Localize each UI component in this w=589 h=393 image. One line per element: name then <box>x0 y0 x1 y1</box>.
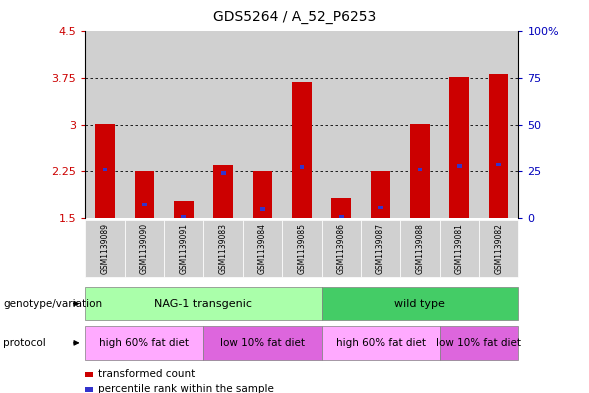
Text: GSM1139086: GSM1139086 <box>337 223 346 274</box>
Bar <box>243 31 282 218</box>
Bar <box>282 31 322 218</box>
Text: percentile rank within the sample: percentile rank within the sample <box>98 384 274 393</box>
Bar <box>418 168 422 171</box>
Bar <box>135 171 154 218</box>
Bar <box>332 198 351 218</box>
Text: low 10% fat diet: low 10% fat diet <box>436 338 521 348</box>
Bar <box>292 83 312 218</box>
Text: NAG-1 transgenic: NAG-1 transgenic <box>154 299 253 309</box>
Text: GSM1139089: GSM1139089 <box>101 223 110 274</box>
Text: GSM1139091: GSM1139091 <box>179 223 188 274</box>
Bar <box>203 31 243 218</box>
Text: GSM1139084: GSM1139084 <box>258 223 267 274</box>
Bar <box>174 201 194 218</box>
Text: GDS5264 / A_52_P6253: GDS5264 / A_52_P6253 <box>213 10 376 24</box>
Bar <box>457 164 462 168</box>
Bar <box>370 171 391 218</box>
Bar <box>322 31 361 218</box>
Text: protocol: protocol <box>3 338 46 348</box>
Text: GSM1139090: GSM1139090 <box>140 223 149 274</box>
Bar <box>102 168 107 171</box>
Text: high 60% fat diet: high 60% fat diet <box>336 338 426 348</box>
Bar <box>125 31 164 218</box>
Bar <box>213 165 233 218</box>
Text: genotype/variation: genotype/variation <box>3 299 102 309</box>
Bar <box>260 207 265 211</box>
Bar <box>378 206 383 209</box>
Text: wild type: wild type <box>395 299 445 309</box>
Text: GSM1139087: GSM1139087 <box>376 223 385 274</box>
Text: GSM1139083: GSM1139083 <box>219 223 228 274</box>
Text: GSM1139082: GSM1139082 <box>494 223 503 274</box>
Bar <box>497 163 501 167</box>
Bar <box>489 74 508 218</box>
Bar <box>142 202 147 206</box>
Bar <box>410 124 430 218</box>
Bar <box>401 31 439 218</box>
Text: GSM1139085: GSM1139085 <box>297 223 306 274</box>
Bar <box>221 171 226 175</box>
Bar <box>449 77 469 218</box>
Text: GSM1139081: GSM1139081 <box>455 223 464 274</box>
Bar <box>95 123 115 218</box>
Bar <box>439 31 479 218</box>
Bar <box>299 165 305 169</box>
Bar <box>339 215 343 219</box>
Bar <box>181 215 186 219</box>
Bar <box>164 31 203 218</box>
Text: transformed count: transformed count <box>98 369 195 379</box>
Text: low 10% fat diet: low 10% fat diet <box>220 338 305 348</box>
Bar <box>479 31 518 218</box>
Bar <box>253 171 272 218</box>
Bar <box>85 31 125 218</box>
Bar <box>361 31 401 218</box>
Text: GSM1139088: GSM1139088 <box>415 223 425 274</box>
Text: high 60% fat diet: high 60% fat diet <box>100 338 190 348</box>
